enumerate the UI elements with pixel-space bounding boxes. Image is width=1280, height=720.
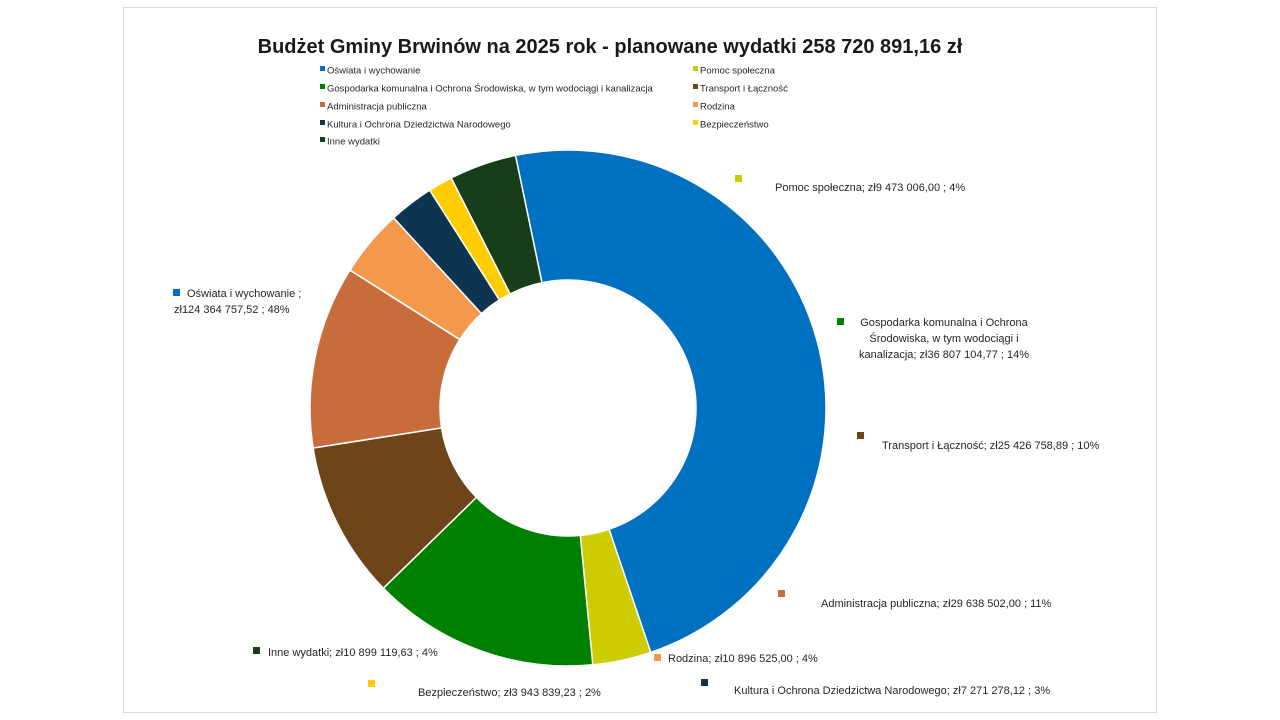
legend-item: Bezpieczeństwo [693, 120, 769, 131]
data-label: Rodzina; zł10 896 525,00 ; 4% [654, 653, 818, 665]
data-label-marker [253, 647, 260, 654]
data-label: Transport i Łączność; zł25 426 758,89 ; … [857, 432, 1099, 452]
legend-label: Inne wydatki [327, 137, 380, 148]
legend-label: Oświata i wychowanie [327, 66, 420, 77]
data-label: Inne wydatki; zł10 899 119,63 ; 4% [253, 647, 438, 659]
legend-swatch [320, 120, 325, 125]
legend-swatch [320, 137, 325, 142]
legend-swatch [320, 66, 325, 71]
data-label-text: Gospodarka komunalna i Ochrona [860, 317, 1028, 329]
chart-title: Budżet Gminy Brwinów na 2025 rok - plano… [258, 36, 963, 58]
legend-label: Transport i Łączność [700, 84, 788, 95]
data-label: Gospodarka komunalna i Ochrona Środowiska… [837, 317, 1029, 361]
data-label-marker [837, 318, 844, 325]
legend-swatch [320, 102, 325, 107]
data-label: Oświata i wychowanie ; zł124 364 757,52 ;… [173, 288, 301, 316]
data-label-text: Inne wydatki; zł10 899 119,63 ; 4% [268, 647, 438, 659]
data-label-text: kanalizacja; zł36 807 104,77 ; 14% [859, 349, 1029, 361]
legend-label: Kultura i Ochrona Dziedzictwa Narodowego [327, 120, 511, 131]
legend-item: Gospodarka komunalna i Ochrona Środowisk… [320, 83, 654, 95]
legend-swatch [693, 102, 698, 107]
doughnut-slice [514, 149, 827, 654]
legend-item: Oświata i wychowanie [320, 66, 420, 77]
legend-swatch [693, 120, 698, 125]
doughnut-slice [450, 154, 543, 295]
data-label: Kultura i Ochrona Dziedzictwa Narodowego… [701, 679, 1050, 697]
data-label-marker [654, 654, 661, 661]
legend-item: Administracja publiczna [320, 102, 428, 113]
data-label-marker [701, 679, 708, 686]
data-label-text: Kultura i Ochrona Dziedzictwa Narodowego… [734, 685, 1050, 697]
legend-item: Transport i Łączność [693, 84, 788, 95]
doughnut-slice [382, 496, 594, 667]
legend-item: Pomoc społeczna [693, 66, 776, 77]
data-label-text: Pomoc społeczna; zł9 473 006,00 ; 4% [775, 182, 965, 194]
data-label-text: zł124 364 757,52 ; 48% [174, 304, 290, 316]
legend-swatch [320, 84, 325, 89]
legend-item: Rodzina [693, 102, 736, 113]
data-label-marker [173, 289, 180, 296]
legend-item: Inne wydatki [320, 137, 380, 148]
legend-item: Kultura i Ochrona Dziedzictwa Narodowego [320, 120, 511, 131]
legend-label: Rodzina [700, 102, 736, 113]
data-label: Pomoc społeczna; zł9 473 006,00 ; 4% [735, 175, 965, 194]
data-label-text: Środowiska, w tym wodociągi i [869, 332, 1018, 345]
data-label: Bezpieczeństwo; zł3 943 839,23 ; 2% [368, 680, 601, 699]
data-label-marker [368, 680, 375, 687]
data-label-marker [735, 175, 742, 182]
data-label-text: Rodzina; zł10 896 525,00 ; 4% [668, 653, 818, 665]
slices [309, 149, 827, 667]
data-label-text: Administracja publiczna; zł29 638 502,00… [821, 598, 1052, 610]
legend-label: Pomoc społeczna [700, 66, 776, 77]
data-labels: Oświata i wychowanie ; zł124 364 757,52 ;… [173, 175, 1099, 699]
data-label-text: Bezpieczeństwo; zł3 943 839,23 ; 2% [418, 687, 601, 699]
legend-label: Gospodarka komunalna i Ochrona Środowisk… [327, 83, 654, 95]
legend-label: Bezpieczeństwo [700, 120, 769, 131]
legend-label: Administracja publiczna [327, 102, 428, 113]
data-label-text: Transport i Łączność; zł25 426 758,89 ; … [882, 440, 1099, 452]
data-label: Administracja publiczna; zł29 638 502,00… [778, 590, 1052, 610]
data-label-marker [857, 432, 864, 439]
legend-swatch [693, 66, 698, 71]
legend: Oświata i wychowanie Pomoc społeczna Gospo… [320, 66, 788, 148]
data-label-marker [778, 590, 785, 597]
legend-swatch [693, 84, 698, 89]
data-label-text: Oświata i wychowanie ; [187, 288, 301, 300]
